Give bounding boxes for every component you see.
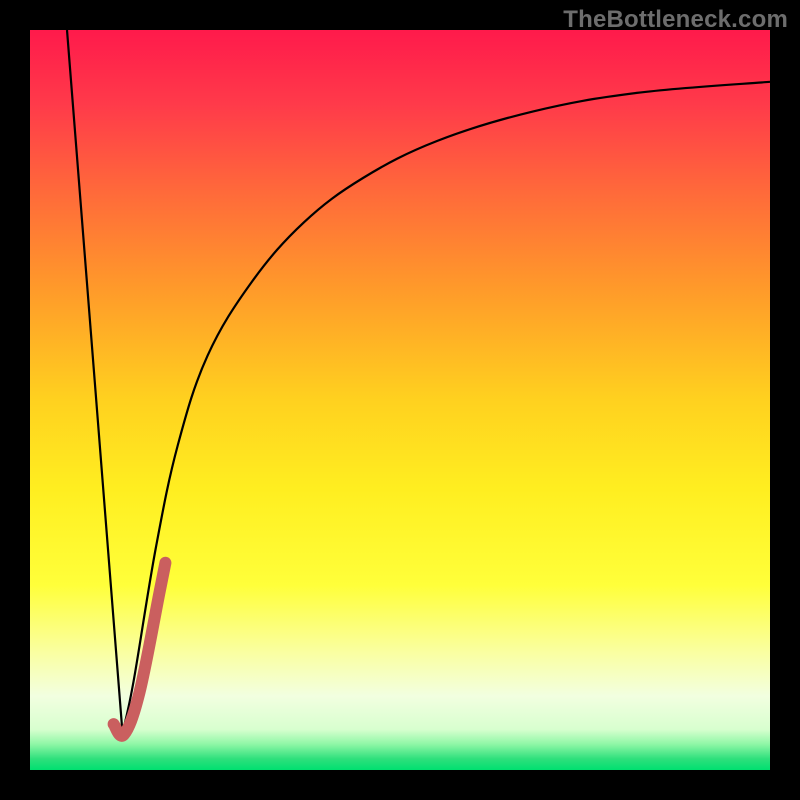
bottleneck-chart bbox=[30, 30, 770, 770]
plot-area bbox=[30, 30, 770, 770]
chart-frame: TheBottleneck.com bbox=[0, 0, 800, 800]
watermark-text: TheBottleneck.com bbox=[563, 6, 788, 34]
